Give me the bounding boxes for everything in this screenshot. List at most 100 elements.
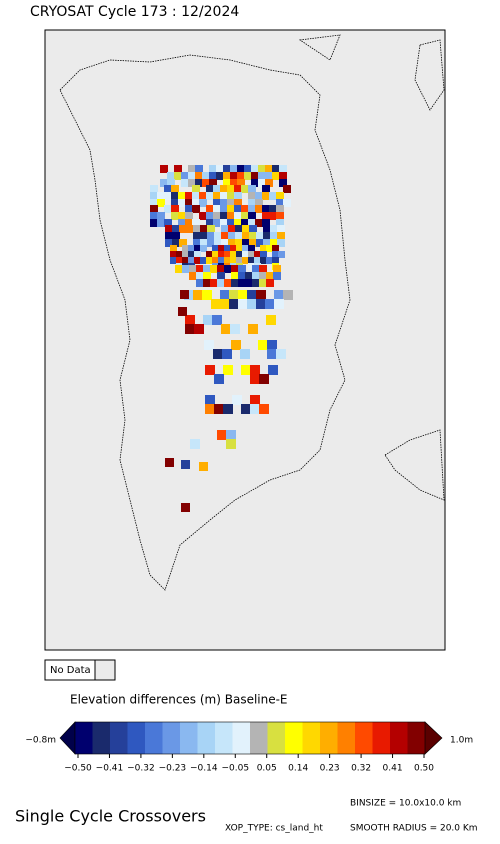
cell — [164, 219, 172, 227]
cell — [230, 245, 237, 252]
cell — [160, 165, 168, 173]
cell — [230, 179, 238, 187]
cell — [237, 179, 245, 187]
cell — [259, 404, 269, 414]
cell — [283, 185, 291, 193]
colorbar-low — [59, 721, 76, 755]
cell — [230, 172, 238, 180]
cell — [231, 279, 239, 287]
cell — [260, 251, 267, 258]
cell — [229, 290, 239, 300]
cell — [272, 165, 280, 173]
cell — [276, 199, 284, 207]
cell — [265, 179, 273, 187]
cell — [269, 212, 277, 220]
cell — [181, 172, 189, 180]
cell — [188, 165, 196, 173]
colorbar-swatch — [75, 722, 93, 754]
cell — [202, 290, 212, 300]
cell — [234, 185, 242, 193]
cell — [196, 272, 204, 280]
cell — [277, 239, 285, 247]
cell — [193, 239, 201, 247]
cell — [193, 232, 201, 240]
no-data-label: No Data — [50, 665, 91, 676]
cell — [250, 374, 260, 384]
cell — [258, 165, 266, 173]
cell — [229, 299, 239, 309]
cell — [188, 179, 196, 187]
cell — [188, 245, 195, 252]
colorbar-swatch — [215, 722, 233, 754]
cell — [178, 307, 187, 316]
colorbar-swatch — [320, 722, 338, 754]
cell — [216, 165, 224, 173]
cell — [234, 219, 242, 227]
cell — [249, 232, 257, 240]
cell — [232, 395, 242, 405]
cell — [276, 205, 284, 213]
cell — [206, 205, 214, 213]
cell — [203, 272, 211, 280]
colorbar-swatch — [250, 722, 268, 754]
cell — [248, 251, 255, 258]
cell — [195, 172, 203, 180]
smooth-radius: SMOOTH RADIUS = 20.0 Km — [350, 824, 478, 834]
colorbar-tick-label: −0.50 — [64, 764, 92, 774]
cell — [238, 265, 246, 273]
cell — [241, 212, 249, 220]
xop-type: XOP_TYPE: cs_land_ht — [225, 824, 323, 834]
colorbar-tick-label: 0.32 — [351, 764, 371, 774]
cell — [221, 324, 231, 334]
cell — [242, 251, 249, 258]
cell — [235, 225, 243, 233]
cell — [272, 172, 280, 180]
colorbar-swatch — [197, 722, 216, 754]
cell — [241, 219, 249, 227]
cell — [265, 165, 273, 173]
cell — [196, 279, 204, 287]
cell — [244, 165, 252, 173]
cell — [194, 324, 204, 334]
cell — [150, 219, 158, 227]
cell — [203, 279, 211, 287]
cell — [255, 192, 263, 200]
colorbar-tick-label: 0.50 — [414, 764, 434, 774]
cell — [171, 192, 179, 200]
cell — [192, 185, 200, 193]
cell — [279, 172, 287, 180]
cell — [194, 257, 201, 264]
cell — [256, 290, 266, 300]
cell — [224, 245, 231, 252]
cell — [206, 212, 214, 220]
cell — [209, 172, 217, 180]
cell — [228, 225, 236, 233]
cell — [150, 212, 158, 220]
cell — [192, 219, 200, 227]
cell — [272, 251, 279, 258]
cell — [276, 349, 286, 359]
cell — [186, 225, 194, 233]
cell — [212, 245, 219, 252]
colorbar-tick-label: −0.14 — [190, 764, 218, 774]
cell — [176, 251, 183, 258]
cell — [258, 179, 266, 187]
cell — [182, 245, 189, 252]
colorbar-tick-label: −0.05 — [221, 764, 249, 774]
cell — [213, 349, 223, 359]
cell — [220, 192, 228, 200]
cell — [212, 257, 219, 264]
cell — [170, 251, 177, 258]
cell — [262, 185, 270, 193]
cell — [164, 205, 172, 213]
cell — [175, 265, 183, 273]
cell — [249, 225, 257, 233]
cell — [200, 232, 208, 240]
cell — [194, 251, 201, 258]
cell — [223, 404, 233, 414]
colorbar-tick-label: −0.23 — [159, 764, 187, 774]
cell — [190, 439, 200, 449]
cell — [211, 299, 221, 309]
colorbar-swatch — [162, 722, 181, 754]
cell — [228, 232, 236, 240]
